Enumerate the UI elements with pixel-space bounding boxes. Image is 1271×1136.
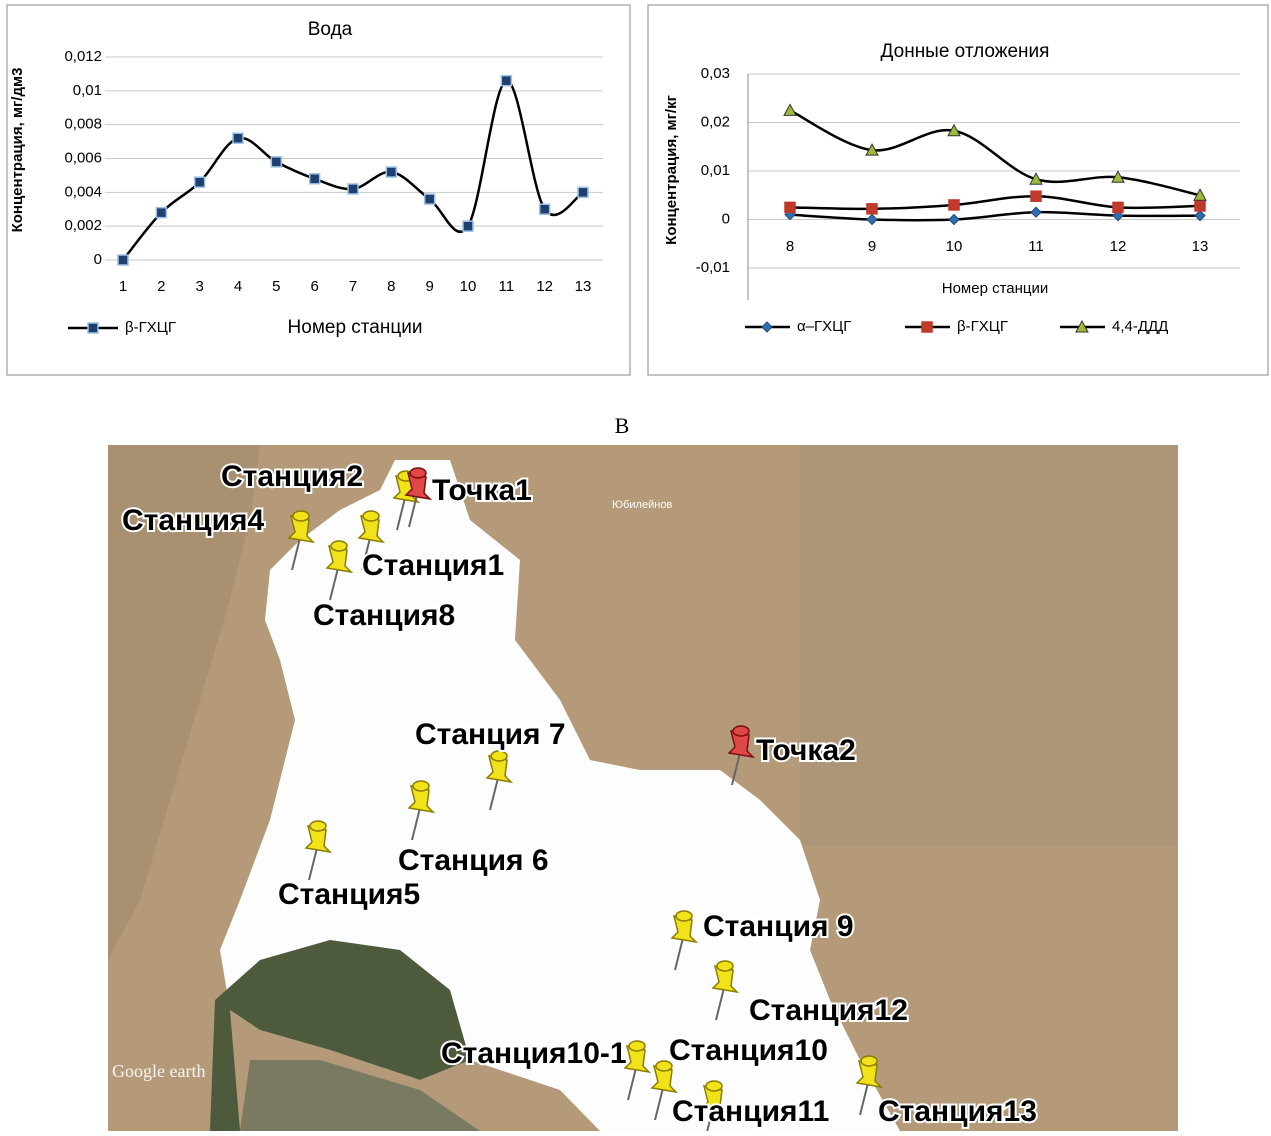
marker	[1195, 201, 1205, 211]
legend-label: 4,4-ДДД	[1112, 318, 1168, 335]
y-tick-label: 0,012	[64, 48, 102, 65]
pin-head	[733, 726, 749, 736]
legend-marker	[922, 322, 932, 332]
pin-head	[410, 468, 426, 478]
watermark: Google earth	[112, 1061, 205, 1081]
map-label: Станция8	[313, 599, 455, 632]
figure: В Станция2 Точка1 Станция4 Станция1 Станция8…	[0, 0, 1271, 1131]
y-axis-label: Концентрация, мг/кг	[663, 95, 680, 245]
legend-marker	[88, 323, 98, 333]
y-tick-label: 0,02	[701, 113, 730, 130]
x-tick-label: 12	[536, 278, 553, 295]
marker	[578, 187, 588, 197]
marker	[118, 255, 128, 265]
x-tick-label: 5	[272, 278, 280, 295]
legend-label: β-ГХЦГ	[957, 318, 1008, 335]
marker	[785, 202, 795, 212]
marker	[271, 157, 281, 167]
pin-head	[413, 781, 429, 791]
legend-label: β-ГХЦГ	[125, 319, 176, 336]
y-axis-label: Концентрация, мг/дм3	[9, 68, 26, 233]
marker	[348, 184, 358, 194]
pin-head	[310, 821, 326, 831]
pin-head	[293, 511, 309, 521]
x-tick-label: 13	[1192, 238, 1209, 255]
x-tick-label: 6	[310, 278, 318, 295]
x-axis-label: Номер станции	[942, 280, 1049, 297]
marker	[501, 76, 511, 86]
y-tick-label: 0	[94, 251, 102, 268]
terrain	[800, 445, 1178, 845]
x-tick-label: 10	[460, 278, 477, 295]
marker	[386, 167, 396, 177]
map-label: Станция12	[749, 994, 908, 1027]
map-label: Станция 7	[415, 718, 566, 751]
map-label: Станция5	[278, 878, 420, 911]
pin-head	[676, 911, 692, 921]
x-tick-label: 1	[119, 278, 127, 295]
marker	[540, 204, 550, 214]
x-tick-label: 8	[786, 238, 794, 255]
x-tick-label: 9	[425, 278, 433, 295]
chart-title: Вода	[308, 19, 353, 40]
map-label: Станция10-1	[441, 1037, 627, 1070]
map-label: Станция2	[221, 460, 363, 493]
marker	[425, 194, 435, 204]
marker	[463, 221, 473, 231]
map-label: Станция1	[362, 549, 504, 582]
map-label: Станция10	[669, 1034, 828, 1067]
pin-head	[363, 511, 379, 521]
y-tick-label: 0,01	[701, 162, 730, 179]
x-tick-label: 10	[946, 238, 963, 255]
map	[108, 445, 1178, 1131]
map-label: Точка1	[432, 474, 532, 507]
marker	[233, 133, 243, 143]
x-axis-label: Номер станции	[288, 317, 423, 338]
marker	[949, 200, 959, 210]
map-label: Точка2	[756, 734, 856, 767]
marker	[867, 204, 877, 214]
pin-head	[629, 1041, 645, 1051]
x-tick-label: 2	[157, 278, 165, 295]
page: В Станция2 Точка1 Станция4 Станция1 Станция8…	[0, 0, 1271, 1136]
map-label: Станция11	[672, 1095, 829, 1128]
y-tick-label: 0	[722, 210, 730, 227]
pin-head	[331, 541, 347, 551]
x-tick-label: 8	[387, 278, 395, 295]
x-tick-label: 3	[195, 278, 203, 295]
y-tick-label: 0,01	[73, 82, 102, 99]
map-label: Станция13	[878, 1095, 1037, 1128]
pin-head	[717, 961, 733, 971]
y-tick-label: 0,002	[64, 217, 102, 234]
x-tick-label: 9	[868, 238, 876, 255]
figure-label: В	[615, 413, 630, 438]
marker	[1113, 202, 1123, 212]
marker	[156, 208, 166, 218]
pin-head	[706, 1081, 722, 1091]
map-label: Станция 6	[398, 844, 549, 877]
x-tick-label: 11	[499, 278, 515, 295]
y-tick-label: 0,008	[64, 116, 102, 133]
y-tick-label: 0,004	[64, 183, 102, 200]
marker	[310, 174, 320, 184]
place-name: Юбилейнов	[612, 499, 672, 511]
x-tick-label: 12	[1110, 238, 1127, 255]
map-label: Станция4	[122, 504, 265, 537]
y-tick-label: 0,03	[701, 65, 730, 82]
chart-title: Донные отложения	[881, 41, 1050, 62]
x-tick-label: 11	[1028, 238, 1044, 255]
y-tick-label: -0,01	[696, 259, 730, 276]
x-tick-label: 13	[575, 278, 592, 295]
map-label: Станция 9	[703, 910, 854, 943]
marker	[195, 177, 205, 187]
marker	[1031, 191, 1041, 201]
y-tick-label: 0,006	[64, 149, 102, 166]
x-tick-label: 4	[234, 278, 242, 295]
legend-label: α–ГХЦГ	[797, 318, 851, 335]
x-tick-label: 7	[349, 278, 357, 295]
pin-head	[491, 751, 507, 761]
pin-head	[861, 1056, 877, 1066]
